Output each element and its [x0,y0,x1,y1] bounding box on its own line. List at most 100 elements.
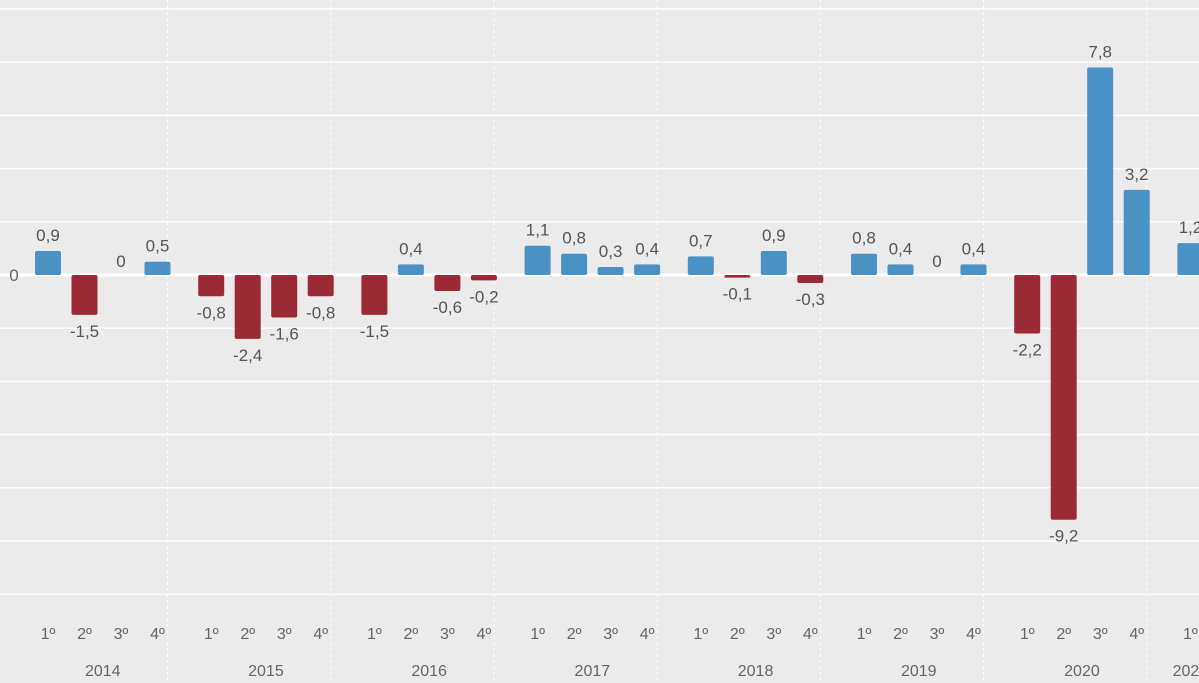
quarter-tick-label: 1º [693,626,708,643]
bar-2019-q1 [851,253,877,275]
bar-2018-q2 [724,275,751,278]
value-label: 0,4 [962,239,986,258]
bar-2014-q1 [35,251,61,275]
bar-2016-q3 [434,275,461,291]
value-label: -9,2 [1049,527,1078,546]
quarter-tick-label: 1º [367,626,382,643]
quarter-tick-label: 4º [966,626,981,643]
quarter-tick-label: 1º [1020,626,1035,643]
zero-axis-label: 0 [9,266,18,285]
quarter-tick-label: 4º [313,626,328,643]
bar-2016-q2 [397,264,424,275]
quarter-tick-label: 3º [440,626,455,643]
bar-2020-q3 [1087,67,1114,276]
value-label: -2,4 [233,346,262,365]
year-tick-label: 2017 [575,663,611,680]
quarter-tick-label: 3º [114,626,129,643]
value-label: 0 [932,252,941,271]
value-label: 0,9 [762,226,786,245]
value-label: 0,7 [689,231,713,250]
bar-2018-q4 [797,275,824,283]
value-label: 0,5 [146,237,170,256]
value-label: -1,5 [360,322,389,341]
year-tick-label: 2018 [738,663,774,680]
quarter-tick-label: 2º [567,626,582,643]
year-tick-label: 2019 [901,663,937,680]
value-label: 0,8 [562,229,586,248]
value-label: 7,8 [1088,43,1112,62]
quarter-tick-label: 2º [404,626,419,643]
x-axis: 1º 2º 3º 4º 2014 1º 2º 3º 4º 2015 1º 2º 3º 4º 2016 1º 2º… [41,626,1199,680]
value-label: 0 [116,252,125,271]
quarter-tick-label: 3º [930,626,945,643]
bar-2020-q2 [1050,275,1077,520]
bar-2018-q3 [760,251,787,275]
value-label: 0,4 [635,239,659,258]
bar-2015-q3 [271,275,298,318]
grid-lines [0,8,1199,595]
value-label: 1,1 [526,221,550,240]
year-tick-label: 2014 [85,663,121,680]
quarter-tick-label: 2º [893,626,908,643]
value-label: 0,3 [599,242,623,261]
value-label: 3,2 [1125,165,1149,184]
bar-2016-q4 [470,275,497,281]
value-label: -0,8 [306,303,335,322]
value-label: 0,4 [399,239,423,258]
quarter-tick-label: 2º [1056,626,1071,643]
value-label: 0,8 [852,229,876,248]
value-label: 1,2 [1179,218,1199,237]
bar-2020-q4 [1123,189,1150,275]
quarter-tick-label: 2º [730,626,745,643]
bar-2014-q2 [71,275,98,315]
bar-2021-q1 [1177,243,1199,275]
quarter-tick-label: 1º [530,626,545,643]
bar-2019-q4 [960,264,987,275]
bar-2016-q1 [361,275,388,315]
quarter-tick-label: 1º [204,626,219,643]
quarter-tick-label: 1º [41,626,56,643]
year-tick-label: 2016 [411,663,447,680]
value-label: -0,1 [723,285,752,304]
value-label: -2,2 [1013,341,1042,360]
value-label: -0,3 [796,290,825,309]
year-tick-label: 2015 [248,663,284,680]
bars [35,67,1199,520]
bar-2014-q4 [144,261,171,275]
bar-2015-q4 [307,275,334,297]
quarter-tick-label: 3º [766,626,781,643]
bar-2017-q4 [634,264,661,275]
value-label: -0,6 [433,298,462,317]
value-label: 0,4 [889,239,913,258]
quarter-tick-label: 3º [277,626,292,643]
bar-2020-q1 [1014,275,1041,334]
value-label: -1,5 [70,322,99,341]
value-label: -0,2 [469,287,498,306]
quarter-tick-label: 1º [1183,626,1198,643]
bar-2015-q2 [234,275,261,339]
value-labels: 0,9 -1,5 0 0,5 -0,8 -2,4 -1,6 -0,8 -1,5 0,4 -0,6 -0… [36,43,1199,546]
quarter-tick-label: 3º [1093,626,1108,643]
quarter-tick-label: 4º [477,626,492,643]
quarter-tick-label: 2º [77,626,92,643]
value-label: 0,9 [36,226,60,245]
bar-2015-q1 [198,275,225,297]
value-label: -1,6 [270,325,299,344]
bar-2019-q2 [887,264,914,275]
year-tick-label: 2020 [1064,663,1100,680]
bar-2017-q2 [561,253,588,275]
quarter-tick-label: 4º [803,626,818,643]
quarter-tick-label: 4º [1129,626,1144,643]
value-label: -0,8 [197,303,226,322]
bar-2018-q1 [687,256,714,275]
quarter-tick-label: 1º [857,626,872,643]
year-tick-label: 2021 [1173,663,1199,680]
quarter-tick-label: 3º [603,626,618,643]
quarter-tick-label: 2º [240,626,255,643]
quarter-tick-label: 4º [640,626,655,643]
quarter-tick-label: 4º [150,626,165,643]
bar-2017-q1 [524,245,551,275]
bar-2017-q3 [597,267,624,275]
